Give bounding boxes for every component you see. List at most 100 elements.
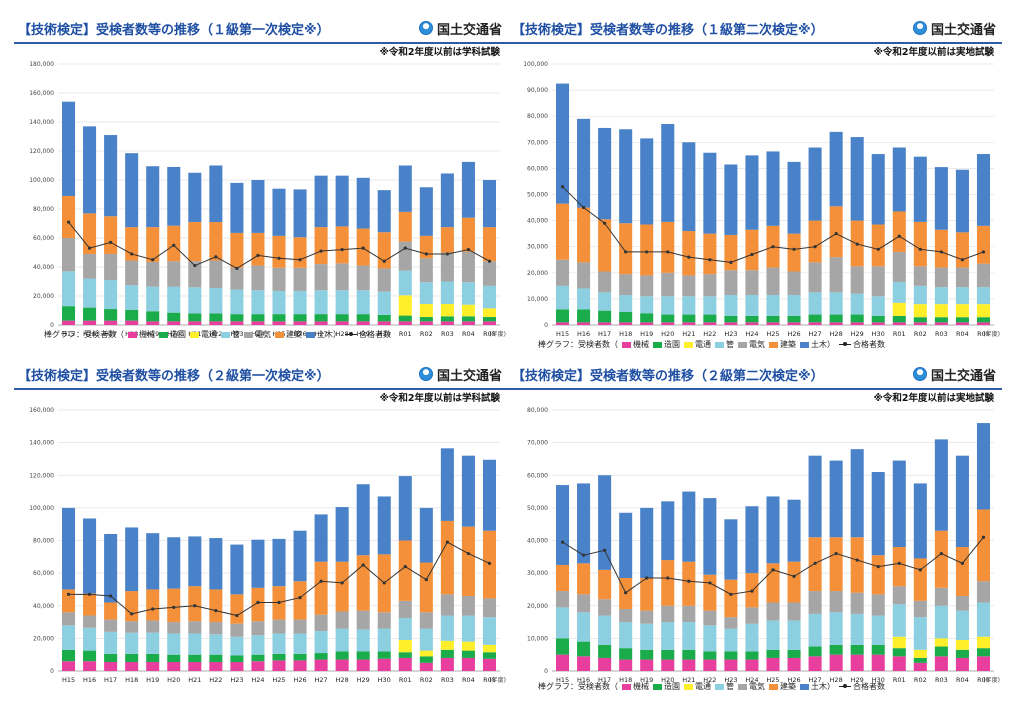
x-tick-label: H20 [661, 330, 674, 338]
bar-segment-建築 [703, 233, 717, 275]
pass-count-point [897, 561, 901, 565]
x-tick-label: H15 [556, 676, 569, 684]
bar-segment-造園 [167, 312, 181, 322]
bar-segment-管 [61, 625, 76, 650]
bar-segment-建築 [913, 221, 927, 267]
bar-segment-土木 [104, 135, 118, 217]
bar-segment-電気 [619, 609, 633, 623]
y-tick-label: 10,000 [527, 635, 548, 642]
y-tick-label: 70,000 [527, 440, 548, 447]
bar-segment-建築 [125, 591, 139, 622]
y-tick-label: 180,000 [29, 61, 54, 68]
bar-segment-建築 [555, 203, 570, 260]
x-tick-label: R02 [420, 330, 433, 338]
bar-segment-造園 [745, 651, 759, 660]
pass-count-point [214, 609, 218, 613]
x-tick-label: H15 [62, 330, 75, 338]
bar-segment-電気 [146, 620, 160, 633]
bar-segment-土木 [661, 501, 675, 561]
y-tick-label: 20,000 [527, 270, 548, 277]
legend-swatch [653, 341, 662, 348]
x-tick-label: H26 [293, 676, 306, 684]
bar-segment-土木 [619, 129, 633, 224]
mlit-logo-icon [418, 21, 433, 35]
pass-count-point [193, 263, 197, 268]
legend-prefix: 棒グラフ：受検者数（ [538, 682, 618, 691]
x-tick-label: H27 [809, 330, 822, 338]
bar-segment-管 [808, 292, 822, 315]
legend-swatch [800, 683, 809, 690]
pass-count-point [340, 581, 344, 585]
bar-segment-管 [314, 631, 328, 654]
pass-count-point [960, 258, 965, 262]
x-tick-label: H26 [787, 676, 800, 684]
x-tick-label: H23 [724, 676, 737, 684]
pass-count-point [645, 250, 649, 254]
bar-segment-造園 [314, 314, 328, 322]
legend-label: 管 [232, 330, 240, 339]
bar-segment-土木 [577, 483, 591, 564]
bar-segment-機械 [230, 321, 244, 325]
bar-segment-電気 [577, 262, 591, 289]
bar-segment-造園 [555, 638, 570, 655]
logo-text: 国土交通省 [930, 22, 996, 38]
bar-segment-土木 [955, 455, 969, 548]
bar-segment-土木 [83, 518, 97, 594]
bar-segment-造園 [293, 653, 307, 661]
bar-segment-建築 [976, 225, 991, 264]
bar-segment-土木 [188, 172, 202, 223]
bar-segment-造園 [461, 316, 475, 322]
bar-segment-建築 [461, 526, 475, 596]
bar-segment-土木 [209, 538, 223, 590]
mlit-logo-icon [912, 21, 927, 35]
bar-segment-機械 [787, 657, 801, 671]
bar-segment-土木 [871, 471, 885, 556]
bar-segment-機械 [598, 657, 612, 671]
bar-segment-土木 [913, 483, 927, 559]
bar-segment-造園 [125, 653, 139, 663]
bar-segment-管 [724, 628, 738, 652]
legend-swatch [622, 341, 631, 348]
bar-segment-管 [146, 286, 160, 312]
logo-text: 国土交通省 [436, 22, 502, 38]
bar-segment-電気 [871, 594, 885, 616]
y-tick-label: 80,000 [527, 113, 548, 120]
bar-segment-造園 [724, 315, 738, 323]
x-tick-label: H23 [724, 330, 737, 338]
x-tick-label: H28 [336, 676, 349, 684]
bar-segment-管 [619, 294, 633, 312]
bar-segment-土木 [461, 455, 475, 527]
legend-swatch [275, 331, 284, 338]
bar-segment-電気 [398, 600, 412, 618]
pass-count-point [87, 246, 92, 250]
bar-segment-機械 [892, 656, 906, 671]
bar-segment-電気 [461, 251, 475, 283]
y-tick-label: 50,000 [527, 192, 548, 199]
bar-segment-電気 [188, 261, 202, 288]
bar-segment-土木 [682, 142, 696, 232]
bar-segment-造園 [209, 654, 223, 663]
bar-segment-機械 [146, 321, 160, 325]
bar-segment-電気 [440, 252, 454, 282]
bar-segment-建築 [230, 594, 244, 624]
bar-segment-建築 [850, 537, 864, 593]
x-tick-label: H27 [315, 330, 328, 338]
bar-segment-建築 [829, 206, 843, 258]
bar-segment-建築 [913, 558, 927, 601]
bar-segment-造園 [356, 314, 370, 322]
x-tick-label: H26 [293, 330, 306, 338]
x-tick-label: H24 [745, 330, 758, 338]
x-tick-label: H20 [167, 676, 180, 684]
bar-segment-造園 [850, 644, 864, 655]
bar-segment-管 [892, 281, 906, 303]
y-tick-label: 30,000 [527, 244, 548, 251]
pass-count-point [918, 247, 922, 251]
bar-segment-造園 [871, 315, 885, 323]
bar-segment-建築 [377, 232, 391, 269]
x-tick-label: R05 [483, 676, 496, 684]
pass-count-point [939, 551, 943, 556]
bar-segment-造園 [913, 317, 927, 323]
bar-segment-機械 [745, 659, 759, 671]
legend-label: 電気 [749, 340, 765, 349]
bar-segment-造園 [125, 309, 139, 321]
